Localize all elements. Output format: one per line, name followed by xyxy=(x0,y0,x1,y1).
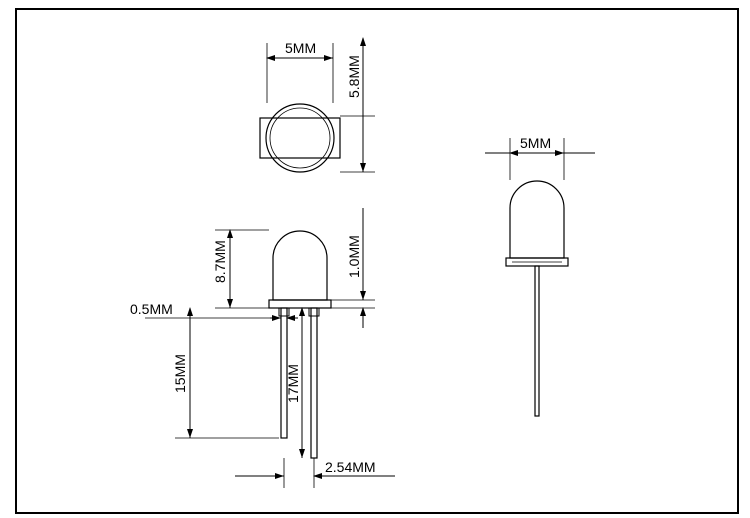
dim-long-lead: 17MM xyxy=(285,364,301,403)
dim-lead-pitch: 2.54MM xyxy=(325,459,376,475)
dim-flange-height: 1.0MM xyxy=(346,235,362,278)
dim-lead-width: 0.5MM xyxy=(130,301,173,317)
dim-side-width: 5MM xyxy=(520,135,551,151)
dim-short-lead: 15MM xyxy=(172,354,188,393)
dim-body-height: 8.7MM xyxy=(212,240,228,283)
led-technical-drawing: 5MM 5.8MM 8.7MM xyxy=(15,8,735,510)
top-view: 5MM 5.8MM xyxy=(260,38,375,172)
dim-top-width: 5MM xyxy=(285,40,316,56)
drawing-frame: 5MM 5.8MM 8.7MM xyxy=(0,0,750,518)
side-view: 5MM xyxy=(485,135,595,416)
front-view: 8.7MM 1.0MM 0.5MM 15MM 17MM xyxy=(130,208,395,488)
dim-top-height: 5.8MM xyxy=(346,55,362,98)
